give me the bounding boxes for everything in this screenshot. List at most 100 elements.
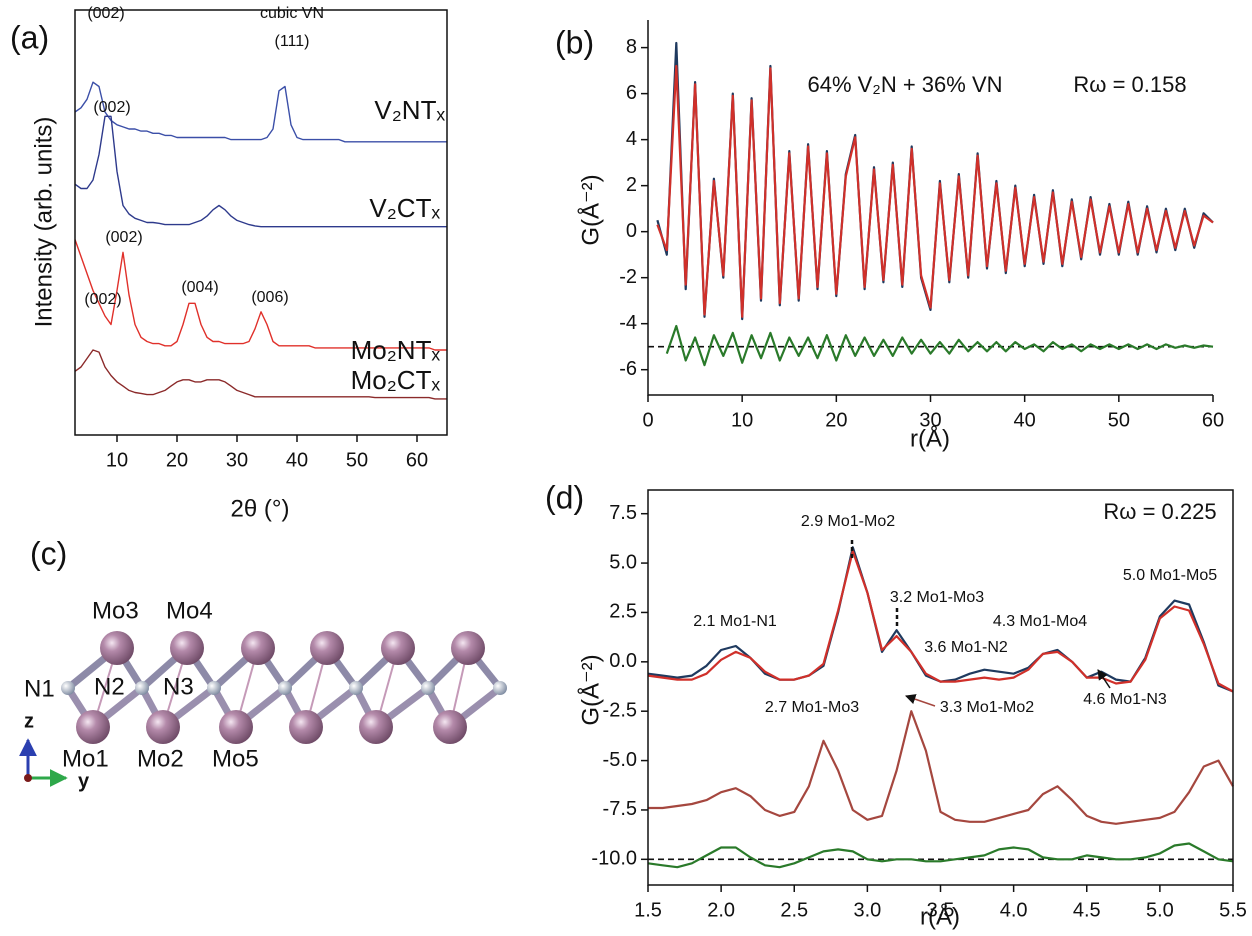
mo-atom — [219, 710, 253, 744]
n-atom — [349, 681, 363, 695]
y-tick-label: 0.0 — [609, 650, 637, 672]
annotation: 2.1 Mo1-N1 — [693, 613, 777, 630]
mo-atom — [310, 631, 344, 665]
x-tick-label: 50 — [1108, 409, 1130, 431]
y-tick-label: 7.5 — [609, 502, 637, 524]
annotation: 64% V₂N + 36% VN — [807, 72, 1002, 97]
annotation: (002) — [105, 229, 142, 246]
n-atom — [61, 681, 75, 695]
y-tick-label: -2 — [619, 266, 637, 288]
annotation: cubic VN — [260, 5, 324, 22]
atom-label: N2 — [94, 673, 125, 700]
atom-label: Mo4 — [166, 597, 213, 624]
n-atom — [493, 681, 507, 695]
y-tick-label: 4 — [626, 128, 637, 150]
x-tick-label: 20 — [825, 409, 847, 431]
y-tick-label: -6 — [619, 358, 637, 380]
x-tick-label: 40 — [286, 449, 308, 471]
mo-atom — [76, 710, 110, 744]
x-tick-label: 2.5 — [780, 899, 808, 921]
atom-label: N1 — [24, 675, 55, 702]
series-label: V₂CTₓ — [369, 193, 440, 223]
panel-label: (a) — [10, 19, 49, 55]
mo-atom — [241, 631, 275, 665]
mo-atom — [100, 631, 134, 665]
annotation: 4.3 Mo1-Mo4 — [993, 613, 1087, 630]
atom-label: N3 — [163, 673, 194, 700]
x-axis-label: r(Å) — [920, 902, 960, 930]
figure: (a) (b) (c) (d) z y Mo3Mo4N1N2N3Mo1Mo2Mo… — [0, 0, 1252, 936]
annotation: Rω = 0.158 — [1073, 72, 1186, 97]
x-axis-label: r(Å) — [910, 424, 950, 452]
atom-label: Mo1 — [62, 745, 109, 772]
atom-label: Mo3 — [92, 597, 139, 624]
y-tick-label: 8 — [626, 36, 637, 58]
annotation: (002) — [84, 291, 121, 308]
x-axis-label: 2θ (°) — [231, 495, 290, 522]
annotation: (002) — [87, 5, 124, 22]
y-axis-label: G(Å⁻²) — [576, 174, 604, 245]
x-tick-label: 5.0 — [1146, 899, 1174, 921]
atom-label: Mo5 — [212, 745, 259, 772]
mo-atom — [289, 710, 323, 744]
y-tick-label: -10.0 — [591, 848, 637, 870]
x-tick-label: 3.0 — [853, 899, 881, 921]
panel-label: (d) — [545, 479, 584, 515]
axis-label: y — [78, 770, 90, 792]
annotation-arrow — [906, 696, 935, 706]
annotation: (004) — [181, 279, 218, 296]
series-label: Mo₂NTₓ — [351, 335, 441, 365]
x-tick-label: 0 — [642, 409, 653, 431]
y-tick-label: -2.5 — [603, 699, 637, 721]
x-tick-label: 10 — [731, 409, 753, 431]
x-tick-label: 60 — [406, 449, 428, 471]
plot-frame — [648, 490, 1233, 885]
x-tick-label: 4.0 — [1000, 899, 1028, 921]
atom-label: Mo2 — [137, 745, 184, 772]
axis-label: z — [24, 710, 34, 732]
mo-atom — [381, 631, 415, 665]
annotation: (002) — [93, 99, 130, 116]
y-axis-label: G(Å⁻²) — [576, 654, 604, 725]
y-tick-label: 2 — [626, 174, 637, 196]
n-atom — [135, 681, 149, 695]
y-tick-label: -4 — [619, 312, 637, 334]
mo-atom — [433, 710, 467, 744]
annotation: 5.0 Mo1-Mo5 — [1123, 567, 1217, 584]
annotation: (006) — [251, 289, 288, 306]
series-label: Mo₂CTₓ — [351, 365, 441, 395]
x-tick-label: 30 — [226, 449, 248, 471]
x-tick-label: 50 — [346, 449, 368, 471]
n-atom — [421, 681, 435, 695]
mo-atom — [170, 631, 204, 665]
mo-atom — [451, 631, 485, 665]
mo-atom — [359, 710, 393, 744]
x-tick-label: 20 — [166, 449, 188, 471]
annotation: 3.3 Mo1-Mo2 — [940, 699, 1034, 716]
annotation: (111) — [275, 33, 310, 50]
y-tick-label: 5.0 — [609, 551, 637, 573]
data-line — [667, 326, 1213, 365]
panel-label: (b) — [555, 24, 594, 60]
x-tick-label: 10 — [106, 449, 128, 471]
y-tick-label: -5.0 — [603, 749, 637, 771]
x-tick-label: 4.5 — [1073, 899, 1101, 921]
y-axis-label: Intensity (arb. units) — [30, 117, 57, 328]
annotation: 4.6 Mo1-N3 — [1083, 691, 1167, 708]
n-atom — [207, 681, 221, 695]
axis-origin — [24, 774, 32, 782]
structure-diagram — [61, 631, 507, 744]
n-atom — [278, 681, 292, 695]
data-line — [648, 844, 1233, 868]
annotation: 3.6 Mo1-N2 — [924, 639, 1008, 656]
annotation: 3.2 Mo1-Mo3 — [890, 589, 984, 606]
x-tick-label: 40 — [1014, 409, 1036, 431]
x-tick-label: 2.0 — [707, 899, 735, 921]
annotation: Rω = 0.225 — [1103, 499, 1216, 524]
x-tick-label: 60 — [1202, 409, 1224, 431]
series-label: V₂NTₓ — [374, 95, 445, 125]
x-tick-label: 1.5 — [634, 899, 662, 921]
y-tick-label: 6 — [626, 82, 637, 104]
data-line — [657, 66, 1213, 317]
mo-atom — [146, 710, 180, 744]
